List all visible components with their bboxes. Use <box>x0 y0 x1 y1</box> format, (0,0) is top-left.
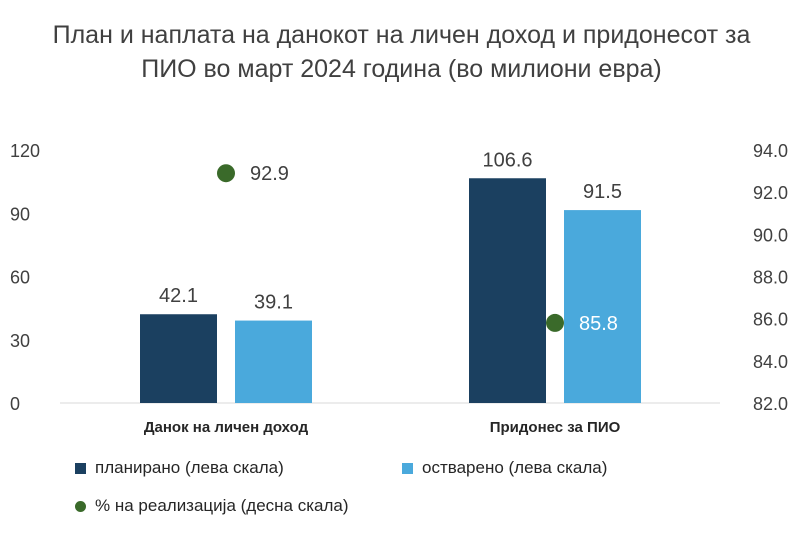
bar-realized-0 <box>235 320 312 403</box>
y-left-tick-label-0: 0 <box>10 394 20 414</box>
point-data-label-0: 92.9 <box>250 163 289 185</box>
y-right-tick-label-5: 92.0 <box>753 183 788 203</box>
realization-point-0 <box>217 164 235 183</box>
y-left-tick-label-1: 30 <box>10 331 30 351</box>
realization-point-1 <box>546 313 564 332</box>
legend-marker-realization-pct <box>75 500 86 512</box>
legend-item-realization-pct: % на реализација (десна скала) <box>75 496 349 516</box>
point-data-label-1: 85.8 <box>579 313 618 335</box>
x-category-label-1: Придонес за ПИО <box>490 419 621 436</box>
x-category-label-0: Данок на личен доход <box>144 419 309 436</box>
bar-data-label-planned-0: 42.1 <box>159 285 198 307</box>
bar-data-label-realized-0: 39.1 <box>254 292 293 314</box>
y-right-tick-label-6: 94.0 <box>753 141 788 161</box>
bar-planned-0 <box>140 314 217 403</box>
bar-data-label-planned-1: 106.6 <box>482 149 532 171</box>
bar-realized-1 <box>564 210 641 403</box>
legend-label-realization-pct: % на реализација (десна скала) <box>95 496 349 515</box>
y-right-tick-label-0: 82.0 <box>753 394 788 414</box>
y-right-tick-label-3: 88.0 <box>753 268 788 288</box>
y-left-tick-label-3: 90 <box>10 204 30 224</box>
y-right-tick-label-1: 84.0 <box>753 352 788 372</box>
legend-item-planned: планирано (лева скала) <box>75 458 284 478</box>
y-right-tick-label-2: 86.0 <box>753 310 788 330</box>
y-left-tick-label-4: 120 <box>10 141 40 161</box>
legend-item-realized: остварено (лева скала) <box>402 458 607 478</box>
chart-title: План и наплата на данокот на личен доход… <box>52 21 751 83</box>
legend-label-planned: планирано (лева скала) <box>95 458 284 477</box>
legend-swatch-planned <box>75 462 86 474</box>
y-left-tick-label-2: 60 <box>10 268 30 288</box>
chart-plot: 0 30 60 90 120 82.0 84.0 86.0 88.0 90.0 92.0 94.0 Да… <box>10 141 788 436</box>
legend-label-realized: остварено (лева скала) <box>422 458 608 477</box>
legend-swatch-realized <box>402 462 413 474</box>
bar-planned-1 <box>469 178 546 403</box>
y-right-tick-label-4: 90.0 <box>753 225 788 245</box>
bar-data-label-realized-1: 91.5 <box>583 181 622 203</box>
